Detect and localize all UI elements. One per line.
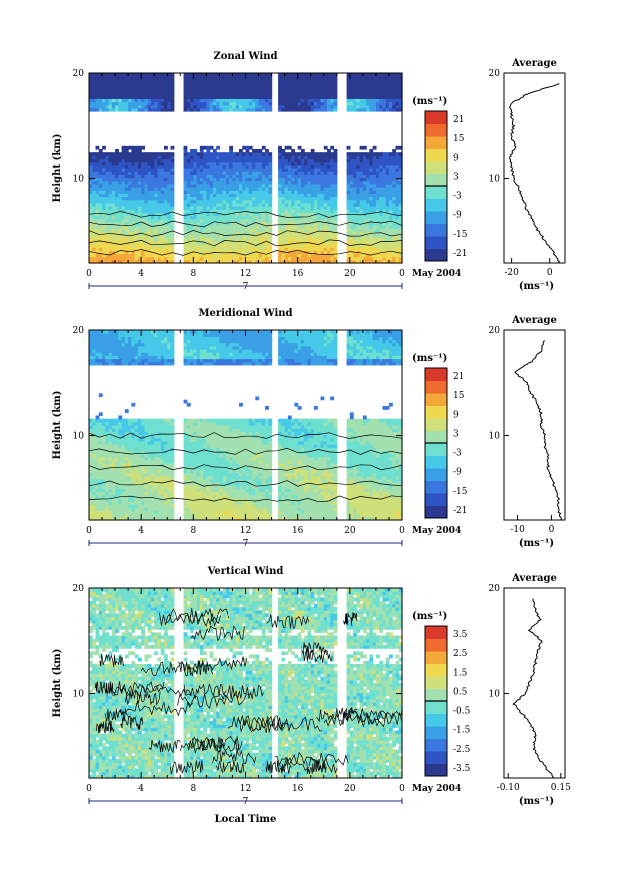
heatmap-cell [171,152,175,156]
heatmap-cell [298,146,302,150]
heatmap-cell [311,149,315,153]
heatmap-cell [184,146,188,150]
colorbar-swatch [425,199,447,212]
x-tick-label: 12 [240,269,251,279]
colorbar-tick-label: -9 [453,211,462,221]
colorbar-swatch [425,186,447,199]
profile-line [510,84,560,263]
heatmap-cell [324,146,328,150]
heatmap-cell [288,146,292,150]
heatmap-cell [229,146,233,150]
y-tick-label: 20 [73,69,85,79]
colorbar-swatch [425,111,447,124]
figure-canvas: Zonal Wind 20 10 Height (km) 0 4 8 12 16 20 0 7 May … [0,0,624,873]
profile-panel: Average 20 10 -20 0 (ms⁻¹) [489,58,565,292]
profile-y-tick-label: 20 [489,69,501,79]
heatmap-cell [210,146,214,150]
x-tick-label: 8 [190,269,196,279]
heatmap-cell [330,146,334,150]
colorbar-swatch [425,149,447,162]
heatmap-cell [102,146,106,150]
y-tick-label: 10 [73,175,85,185]
colorbar-tick-label: -21 [453,249,468,259]
heatmap-cell [193,149,197,153]
colorbar-tick-label: 9 [453,153,459,163]
heatmap-cell [171,146,175,150]
heatmap-cell [363,146,367,150]
panel-title: Zonal Wind [213,51,277,62]
colorbar-swatch [425,161,447,174]
colorbar-tick-label: 21 [453,115,464,125]
heatmap-cell [96,146,100,150]
heatmap-cell [216,146,220,150]
colorbar-tick-label: -3 [453,192,462,202]
colorbar-unit: (ms⁻¹) [412,96,447,107]
day-marker: 7 [243,282,249,292]
panel-title: Meridional Wind [198,308,292,319]
colorbar-swatch [425,174,447,187]
heatmap-cell [278,146,282,150]
x-tick-label: 20 [344,269,356,279]
heatmap-cell [347,146,351,150]
heatmap [89,73,403,264]
colorbar-swatch [425,136,447,149]
profile-y-tick-label: 10 [489,175,501,185]
heatmap-cell [115,149,119,153]
panel-zonal-wind: Zonal Wind 20 10 Height (km) 0 4 8 12 16 20 0 7 May … [52,51,565,292]
colorbar-tick-label: 15 [453,134,465,144]
colorbar-tick-label: 3 [453,172,459,182]
colorbar-swatch [425,236,447,249]
colorbar-swatch [425,211,447,224]
panel-meridional-wind: Meridional Wind2010Height (km)0481216200… [52,308,565,549]
profile-x-tick-label: -20 [504,268,519,278]
heatmap-cell [141,146,145,150]
colorbar-tick-label: -15 [453,230,468,240]
x-tick-label: 0 [399,269,405,279]
heatmap-cell [373,146,377,150]
y-axis-label: Height (km) [52,134,63,203]
heatmap-cell [171,73,175,77]
colorbar-swatch [425,224,447,237]
colorbar-swatch [425,124,447,137]
heatmap-cell [164,146,168,150]
heatmap [89,330,403,521]
x-tick-label: 4 [138,269,144,279]
colorbar-swatch [425,249,447,262]
heatmap-cell [262,146,266,150]
x-tick-label: 0 [86,269,92,279]
heatmap-cell [249,146,253,150]
date-label: May 2004 [412,269,461,279]
profile-title: Average [511,58,557,69]
profile-unit: (ms⁻¹) [519,281,554,292]
profile-x-tick-label: 0 [547,268,553,278]
x-tick-label: 16 [292,269,304,279]
